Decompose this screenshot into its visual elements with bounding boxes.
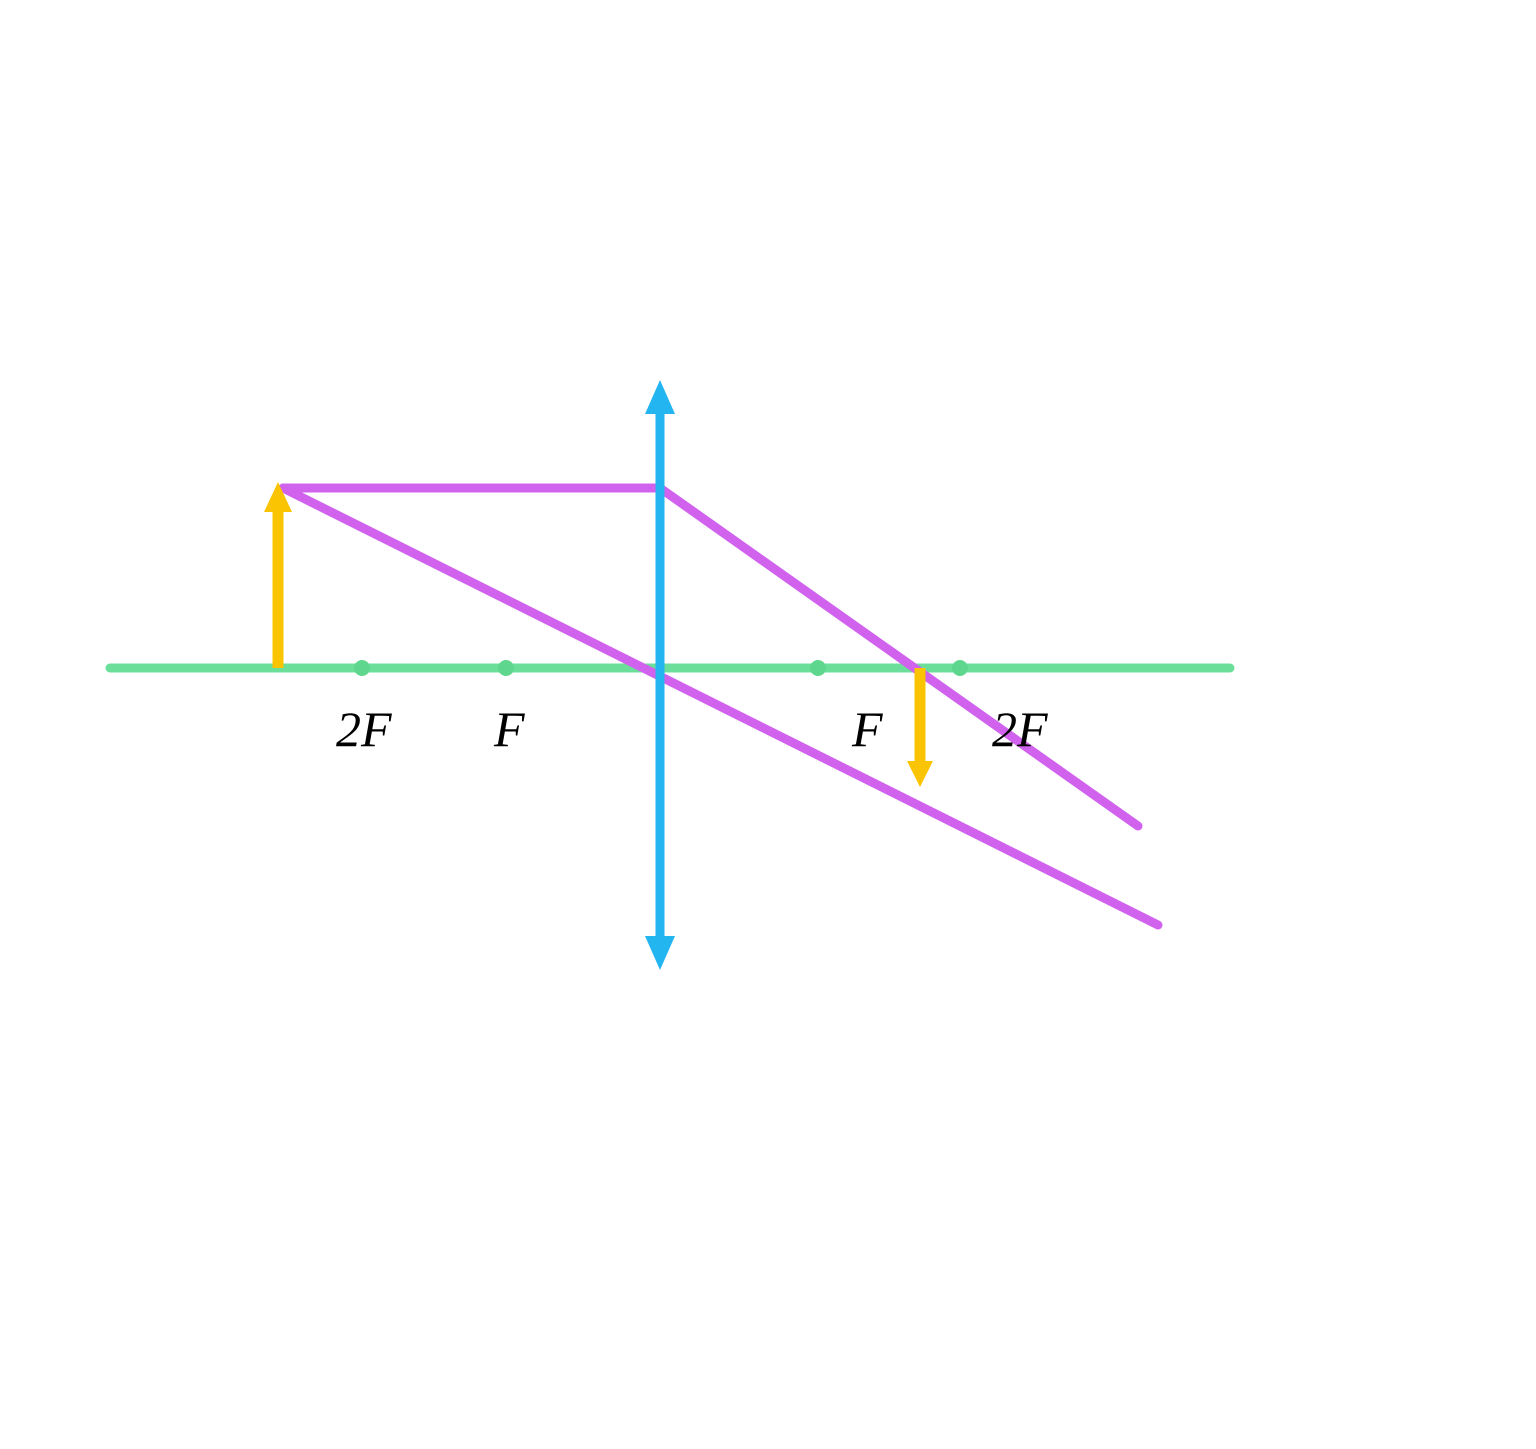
axis-label: 2F: [336, 700, 392, 758]
image-arrow: [907, 668, 933, 787]
axis-label: F: [852, 700, 883, 758]
focal-point-dot: [354, 660, 370, 676]
ray: [283, 488, 1138, 826]
axis-label: F: [494, 700, 525, 758]
object-arrow: [264, 482, 292, 668]
focal-point-dot: [952, 660, 968, 676]
lens-ray-diagram: [0, 0, 1536, 1449]
focal-point-dot: [498, 660, 514, 676]
focal-point-dot: [810, 660, 826, 676]
diagram-container: 2F F F 2F: [0, 0, 1536, 1449]
axis-label: 2F: [992, 700, 1048, 758]
